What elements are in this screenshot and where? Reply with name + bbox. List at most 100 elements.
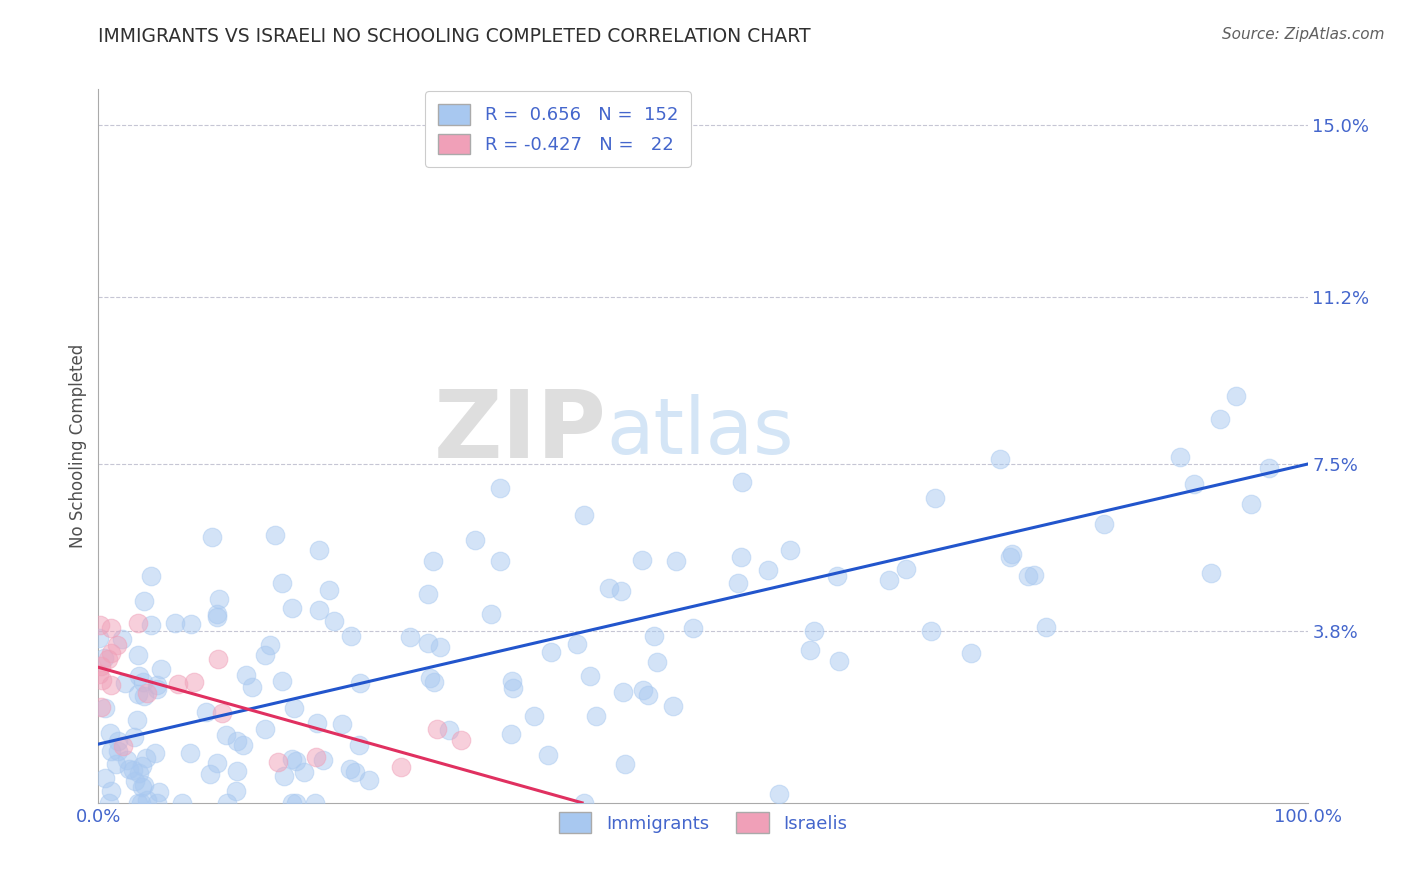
Point (127, 648, 149, 662)
Point (896, 562, 918, 576)
Point (825, 568, 848, 582)
Point (93, 650, 115, 665)
Point (270, 674, 292, 689)
Point (100, 621, 122, 635)
Point (322, 615, 344, 629)
Point (132, 778, 155, 792)
Point (149, 662, 172, 676)
Point (399, 630, 422, 644)
Point (418, 586, 440, 600)
Point (292, 764, 315, 779)
Point (145, 796, 167, 810)
Point (464, 533, 486, 547)
Point (304, 796, 326, 810)
Point (128, 766, 150, 780)
Point (232, 738, 254, 752)
Point (131, 780, 153, 794)
Point (349, 676, 371, 690)
Legend: Immigrants, Israelis: Immigrants, Israelis (551, 805, 855, 840)
Point (127, 615, 149, 630)
Point (643, 629, 665, 643)
Point (215, 796, 238, 810)
Point (226, 764, 249, 779)
Point (253, 722, 276, 736)
Point (1001, 547, 1024, 561)
Point (132, 593, 155, 607)
Point (136, 793, 159, 807)
Point (489, 481, 512, 495)
Point (631, 552, 654, 566)
Point (127, 713, 149, 727)
Point (114, 675, 136, 690)
Point (207, 607, 229, 621)
Point (924, 491, 946, 505)
Point (308, 543, 330, 558)
Point (418, 635, 440, 649)
Point (215, 728, 238, 742)
Point (799, 643, 821, 657)
Point (115, 753, 138, 767)
Point (1000, 550, 1022, 565)
Point (1022, 567, 1045, 582)
Point (731, 475, 754, 489)
Point (121, 763, 143, 777)
Point (105, 757, 128, 772)
Point (111, 632, 134, 646)
Point (180, 617, 202, 632)
Point (803, 624, 825, 638)
Point (1225, 389, 1247, 403)
Point (523, 709, 546, 723)
Point (501, 673, 523, 688)
Point (779, 542, 801, 557)
Point (163, 616, 186, 631)
Point (211, 706, 233, 720)
Point (730, 550, 752, 565)
Text: atlas: atlas (606, 393, 794, 470)
Point (1017, 568, 1039, 582)
Point (194, 705, 217, 719)
Point (960, 646, 983, 660)
Point (124, 730, 146, 744)
Point (662, 698, 685, 713)
Point (1168, 450, 1191, 464)
Point (100, 678, 122, 692)
Point (501, 727, 523, 741)
Point (235, 667, 257, 681)
Point (167, 676, 190, 690)
Text: ZIP: ZIP (433, 385, 606, 478)
Point (920, 624, 942, 638)
Point (682, 621, 704, 635)
Point (135, 686, 157, 700)
Point (98, 725, 121, 739)
Point (273, 769, 295, 783)
Point (100, 646, 122, 660)
Point (259, 638, 281, 652)
Point (423, 674, 446, 689)
Point (100, 744, 122, 758)
Point (1257, 460, 1279, 475)
Point (450, 732, 472, 747)
Point (105, 638, 128, 652)
Point (877, 573, 900, 587)
Point (502, 681, 524, 696)
Point (540, 645, 562, 659)
Text: IMMIGRANTS VS ISRAELI NO SCHOOLING COMPLETED CORRELATION CHART: IMMIGRANTS VS ISRAELI NO SCHOOLING COMPL… (98, 27, 811, 45)
Y-axis label: No Schooling Completed: No Schooling Completed (69, 344, 87, 548)
Point (489, 554, 512, 568)
Point (756, 563, 779, 577)
Point (422, 554, 444, 568)
Point (271, 576, 294, 591)
Point (148, 785, 170, 799)
Point (97, 796, 120, 810)
Point (631, 683, 654, 698)
Point (1092, 516, 1115, 531)
Point (107, 734, 129, 748)
Point (437, 723, 460, 737)
Point (124, 774, 146, 789)
Point (131, 675, 153, 690)
Point (585, 709, 607, 723)
Point (267, 756, 290, 770)
Point (205, 756, 228, 770)
Point (318, 582, 340, 597)
Point (285, 796, 308, 810)
